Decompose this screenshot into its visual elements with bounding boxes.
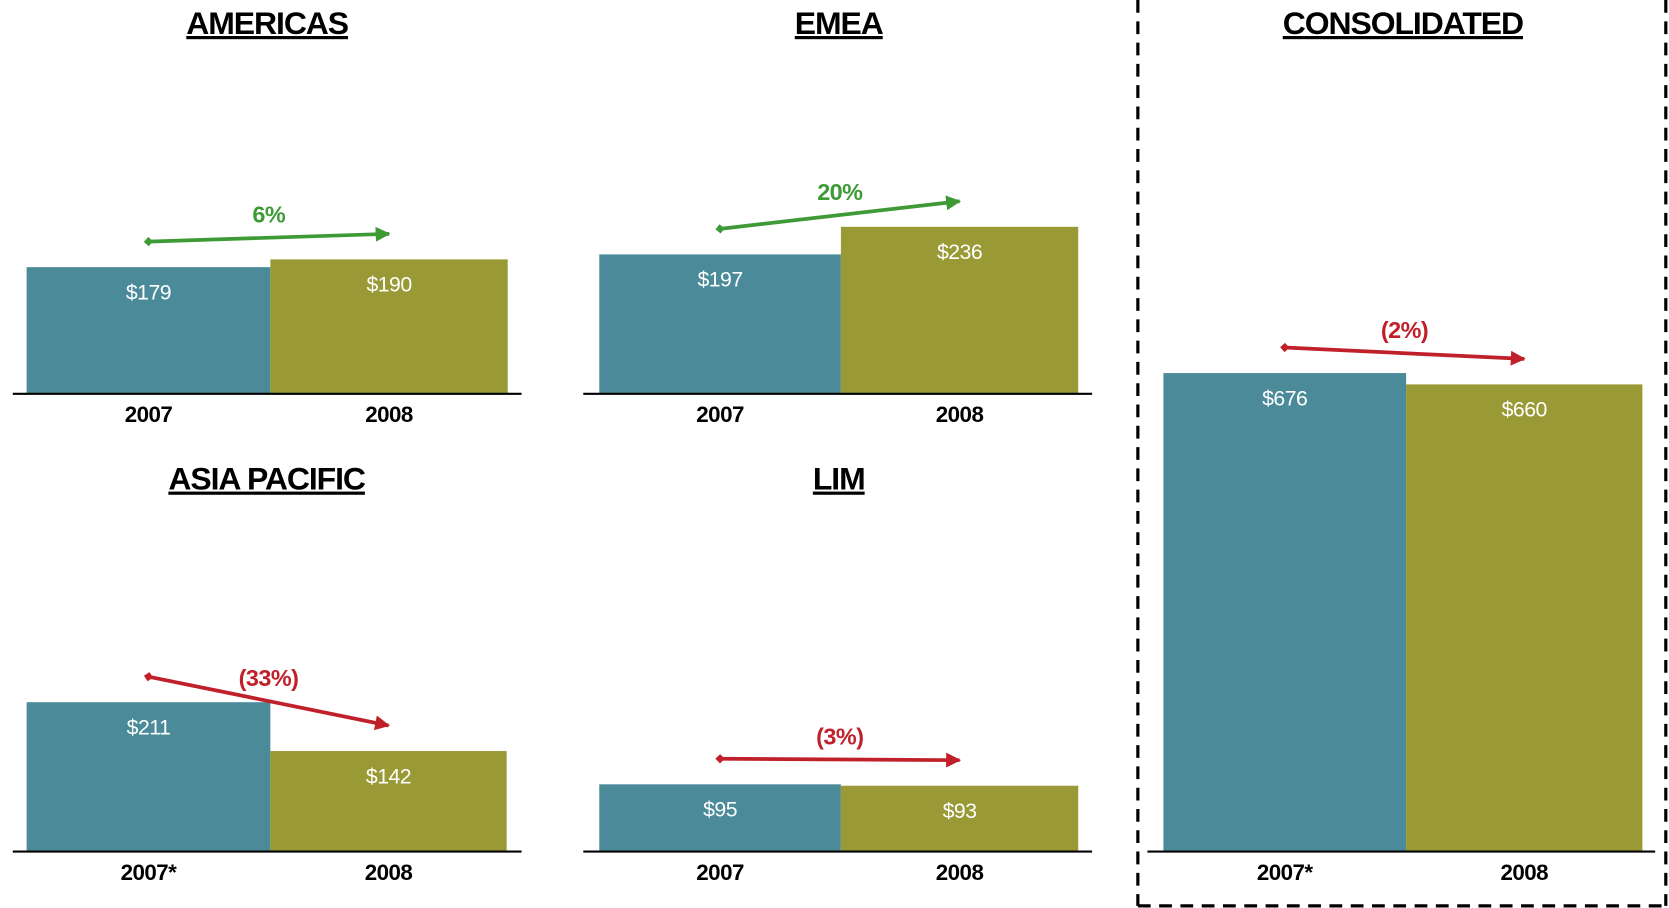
bar [599, 784, 841, 852]
value-label: $93 [943, 799, 977, 823]
value-label: $142 [366, 764, 411, 788]
x-tick-label: 2008 [936, 402, 984, 427]
x-tick-label: 2008 [365, 402, 413, 427]
bar [26, 267, 271, 394]
value-label: $197 [697, 268, 742, 292]
change-arrow [715, 752, 962, 768]
x-tick-label: 2007 [125, 402, 173, 427]
change-annotation: 6% [252, 202, 285, 228]
panel-title: LIM [813, 461, 865, 497]
x-tick-label: 2007* [1257, 860, 1314, 885]
bar [270, 259, 508, 394]
panel-title: CONSOLIDATED [1283, 5, 1523, 41]
bar [840, 785, 1079, 852]
value-label: $676 [1262, 386, 1307, 410]
x-tick-label: 2008 [365, 860, 413, 885]
x-tick-label: 2007* [121, 860, 178, 885]
x-tick-label: 2008 [936, 860, 984, 885]
bar [1406, 384, 1643, 852]
bar [599, 254, 841, 394]
bar [1163, 373, 1407, 852]
value-label: $95 [703, 798, 737, 822]
panel: LIM $95 2007 $93 2008 (3%) [583, 461, 1093, 885]
panel: ASIA PACIFIC $211 2007* $142 2008 (33%) [12, 461, 522, 885]
change-annotation: (2%) [1381, 317, 1428, 343]
value-label: $660 [1502, 398, 1547, 422]
x-tick-label: 2007 [696, 402, 744, 427]
panel-title: AMERICAS [186, 5, 349, 41]
change-arrow [143, 672, 390, 731]
value-label: $236 [937, 240, 982, 264]
bar [270, 751, 507, 852]
value-label: $179 [126, 280, 171, 304]
x-tick-label: 2007 [696, 860, 744, 885]
panel-title: ASIA PACIFIC [168, 461, 366, 497]
change-arrow [1280, 342, 1526, 366]
panel: CONSOLIDATED $676 2007* $660 2008 (2%) [1147, 5, 1656, 885]
value-label: $211 [127, 715, 171, 739]
change-arrow [715, 195, 962, 234]
change-annotation: (33%) [239, 665, 299, 691]
bar [840, 226, 1079, 394]
value-label: $190 [366, 273, 411, 297]
panel: AMERICAS $179 2007 $190 2008 6% [12, 5, 522, 427]
panel: EMEA $197 2007 $236 2008 20% [583, 5, 1093, 427]
change-annotation: (3%) [816, 723, 863, 749]
panel-title: EMEA [795, 5, 884, 41]
x-tick-label: 2008 [1500, 860, 1548, 885]
change-arrow [143, 226, 391, 247]
change-annotation: 20% [817, 179, 863, 205]
